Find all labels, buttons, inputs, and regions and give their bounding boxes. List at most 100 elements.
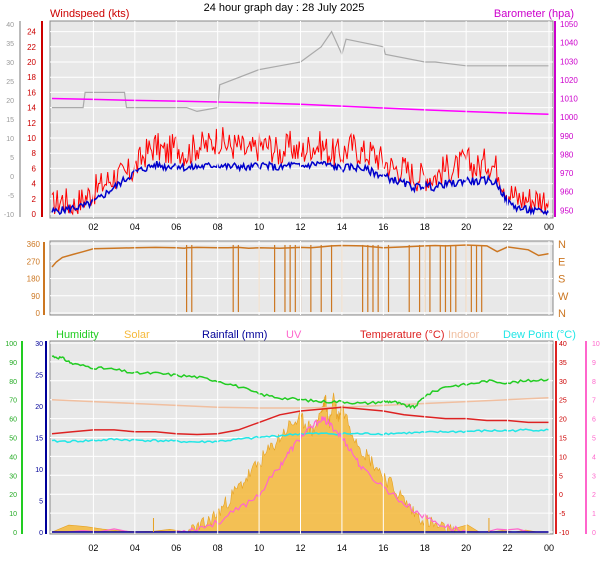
uv-tick-label: 10: [592, 341, 600, 348]
humidity-tick-label: 70: [9, 398, 17, 405]
x-tick-label-bottom: 00: [544, 543, 554, 553]
x-tick-label-top: 14: [337, 222, 347, 232]
x-tick-label-bottom: 22: [503, 543, 513, 553]
gray-tick-label: 15: [6, 117, 14, 124]
temp-tick-label: -5: [559, 511, 565, 518]
wind-tick-label: 14: [27, 104, 36, 113]
wind-tick-label: 18: [27, 73, 36, 82]
humidity-tick-label: 40: [9, 454, 17, 461]
gray-tick-label: 35: [6, 41, 14, 48]
temp-tick-label: 15: [559, 436, 567, 443]
uv-tick-label: 3: [592, 473, 596, 480]
gray-tick-label: 5: [10, 155, 14, 162]
direction-tick-label: 90: [31, 292, 40, 301]
baro-tick-label: 1050: [560, 20, 578, 29]
direction-tick-label: 180: [27, 275, 41, 284]
wind-tick-label: 22: [27, 43, 36, 52]
gray-tick-label: 30: [6, 60, 14, 67]
x-tick-label-bottom: 20: [461, 543, 471, 553]
x-tick-label-top: 04: [130, 222, 140, 232]
x-tick-label-bottom: 04: [130, 543, 140, 553]
baro-tick-label: 1030: [560, 57, 578, 66]
rain-tick-label: 20: [35, 404, 43, 411]
rain-tick-label: 5: [39, 499, 43, 506]
temp-tick-label: 35: [559, 360, 567, 367]
uv-tick-label: 8: [592, 379, 596, 386]
gray-tick-label: -10: [4, 212, 14, 219]
x-tick-label-top: 08: [213, 222, 223, 232]
legend-item: Solar: [124, 329, 150, 341]
gray-trend-line: [52, 30, 549, 113]
baro-tick-label: 990: [560, 132, 574, 141]
wind-tick-label: 20: [27, 58, 36, 67]
humidity-tick-label: 20: [9, 492, 17, 499]
uv-tick-label: 2: [592, 492, 596, 499]
wind-tick-label: 10: [27, 134, 36, 143]
uv-tick-label: 9: [592, 360, 596, 367]
wind-panel-plot: [49, 20, 554, 219]
humidity-tick-label: 90: [9, 360, 17, 367]
temp-tick-label: 20: [559, 417, 567, 424]
direction-tick-label: 0: [36, 309, 41, 318]
x-tick-label-top: 10: [254, 222, 264, 232]
legend-item: UV: [286, 329, 302, 341]
humidity-tick-label: 80: [9, 379, 17, 386]
humidity-tick-label: 100: [5, 341, 17, 348]
baro-tick-label: 1000: [560, 113, 578, 122]
gray-tick-label: 0: [10, 174, 14, 181]
legend-item: Indoor: [448, 329, 480, 341]
direction-tick-label: 360: [27, 240, 41, 249]
gray-tick-label: -5: [8, 193, 14, 200]
humidity-line: [51, 355, 550, 410]
humidity-tick-label: 30: [9, 473, 17, 480]
compass-label: S: [558, 274, 565, 286]
humidity-tick-label: 0: [13, 530, 17, 537]
rain-tick-label: 30: [35, 341, 43, 348]
x-tick-label-top: 12: [295, 222, 305, 232]
x-tick-label-bottom: 06: [171, 543, 181, 553]
x-tick-label-top: 16: [378, 222, 388, 232]
legend-item: Humidity: [56, 329, 99, 341]
temp-tick-label: -10: [559, 530, 569, 537]
legend-item: Temperature (°C): [360, 329, 444, 341]
windspeed-axis-label: Windspeed (kts): [50, 8, 129, 20]
uv-tick-label: 0: [592, 530, 596, 537]
barometer-axis-label: Barometer (hpa): [494, 8, 574, 20]
humidity-tick-label: 50: [9, 436, 17, 443]
wind-tick-label: 24: [27, 28, 36, 37]
x-tick-label-bottom: 02: [88, 543, 98, 553]
direction-tick-label: 270: [27, 257, 41, 266]
x-tick-label-bottom: 12: [295, 543, 305, 553]
baro-tick-label: 1020: [560, 76, 578, 85]
x-tick-label-top: 00: [544, 222, 554, 232]
rain-tick-label: 25: [35, 373, 43, 380]
rain-tick-label: 0: [39, 530, 43, 537]
x-tick-label-bottom: 16: [378, 543, 388, 553]
rain-tick-label: 10: [35, 467, 43, 474]
humidity-tick-label: 10: [9, 511, 17, 518]
legend-item: Dew Point (°C): [503, 329, 576, 341]
baro-tick-label: 1040: [560, 39, 578, 48]
temp-tick-label: 40: [559, 341, 567, 348]
gray-tick-label: 20: [6, 98, 14, 105]
compass-label: E: [558, 256, 565, 268]
uv-tick-label: 5: [592, 436, 596, 443]
graph-title: 24 hour graph day : 28 July 2025: [204, 2, 365, 14]
temp-tick-label: 25: [559, 398, 567, 405]
uv-line: [52, 415, 549, 533]
temp-tick-label: 30: [559, 379, 567, 386]
gray-tick-label: 40: [6, 22, 14, 29]
baro-tick-label: 950: [560, 206, 574, 215]
compass-label: N: [558, 308, 566, 320]
temp-tick-label: 0: [559, 492, 563, 499]
wind-tick-label: 12: [27, 119, 36, 128]
baro-tick-label: 1010: [560, 95, 578, 104]
baro-tick-label: 980: [560, 150, 574, 159]
compass-label: W: [558, 291, 569, 303]
rain-tick-label: 15: [35, 436, 43, 443]
baro-tick-label: 970: [560, 169, 574, 178]
wind-tick-label: 6: [32, 164, 37, 173]
x-tick-label-top: 06: [171, 222, 181, 232]
wind-tick-label: 0: [32, 210, 37, 219]
